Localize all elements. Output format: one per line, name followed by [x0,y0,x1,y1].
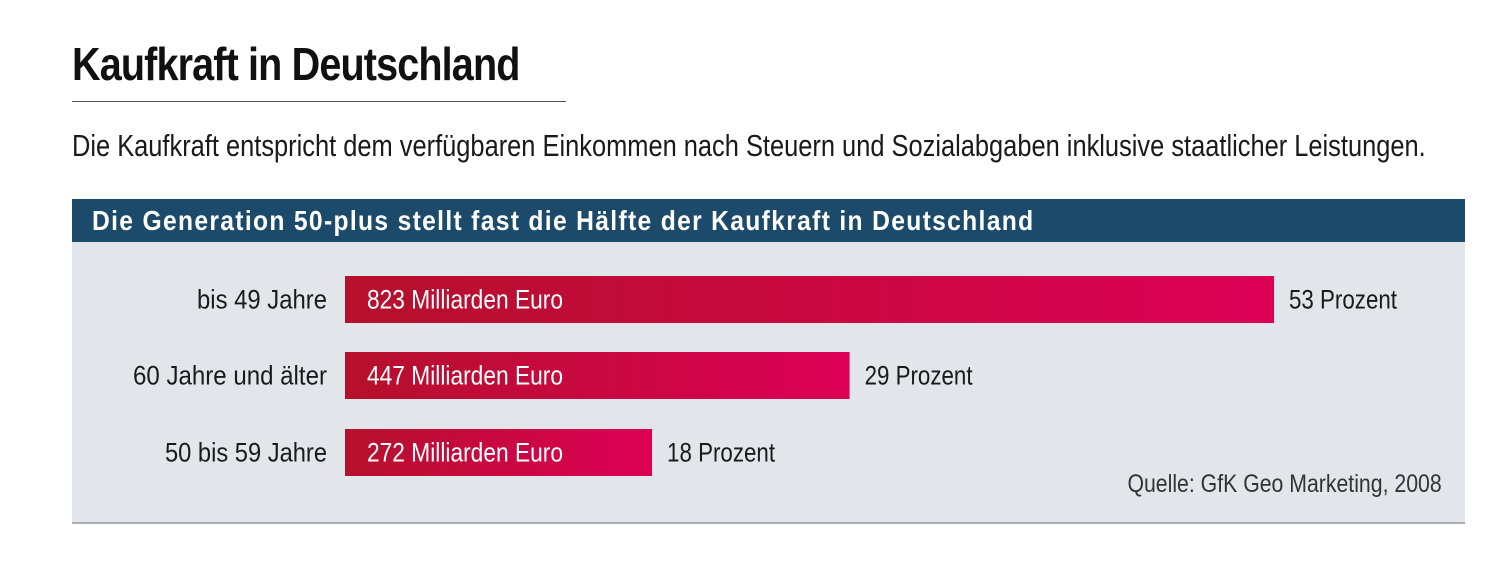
panel-bottom-rule [72,522,1465,524]
source-note: Quelle: GfK Geo Marketing, 2008 [1127,470,1442,498]
chart-title: Kaufkraft in Deutschland [72,38,520,90]
percent-label: 53 Prozent [1289,285,1397,315]
bar [345,352,850,399]
category-label: bis 49 Jahre [197,285,327,315]
bar [345,276,1274,323]
bar-value-label: 272 Milliarden Euro [367,438,563,468]
chart-header-bar [72,199,1465,242]
bar-series: bis 49 Jahre 823 Milliarden Euro 53 Prozen… [133,276,1397,476]
bar-value-label: 447 Milliarden Euro [367,361,563,391]
chart-subtitle: Die Kaufkraft entspricht dem verfügbaren… [72,128,1426,163]
title-divider [72,101,566,102]
category-label: 50 bis 59 Jahre [165,438,327,468]
chart-header-text: Die Generation 50-plus stellt fast die H… [92,205,1035,236]
percent-label: 29 Prozent [865,361,973,391]
bar [345,429,653,476]
percent-label: 18 Prozent [667,438,775,468]
bar-value-label: 823 Milliarden Euro [367,285,563,315]
category-label: 60 Jahre und älter [133,361,327,391]
